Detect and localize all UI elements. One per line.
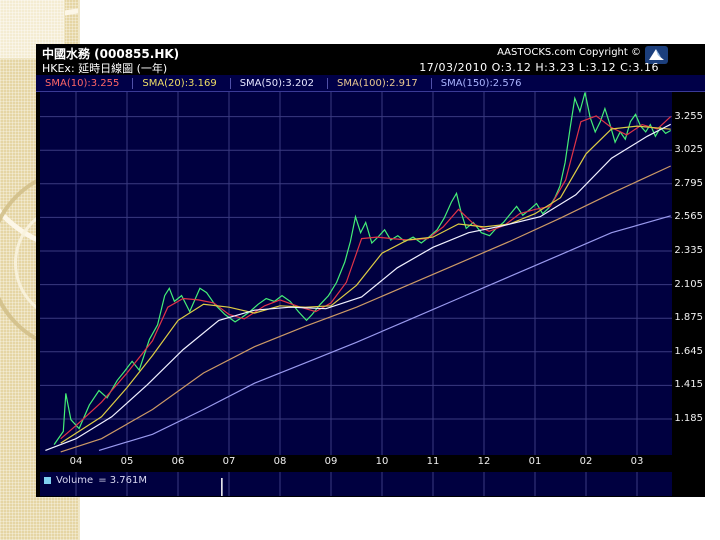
decorative-corner-square <box>0 0 65 59</box>
x-axis-label: 12 <box>477 456 491 467</box>
legend-item-sma50: SMA(50):3.202 <box>229 77 327 89</box>
x-axis-label: 08 <box>273 456 287 467</box>
legend-item-sma20: SMA(20):3.169 <box>132 77 229 89</box>
x-axis-label: 07 <box>222 456 236 467</box>
legend-item-sma150: SMA(150):2.576 <box>430 77 535 89</box>
y-axis-label: 1.185 <box>674 413 703 424</box>
chart-subtitle: HKEx: 延時日線圖 (一年) <box>42 62 168 75</box>
legend-item-sma100: SMA(100):2.917 <box>327 77 431 89</box>
y-axis-label: 1.415 <box>674 379 703 391</box>
volume-label: Volume <box>56 475 94 486</box>
y-axis-label: 2.795 <box>674 177 703 189</box>
x-axis-label: 02 <box>579 456 593 467</box>
legend-item-sma10: SMA(10):3.255 <box>45 77 120 89</box>
stock-chart[interactable]: 中國水務 (000855.HK) HKEx: 延時日線圖 (一年) AASTOC… <box>36 44 705 497</box>
y-axis-label: 2.105 <box>674 278 703 290</box>
y-axis-label: 3.025 <box>674 144 703 156</box>
y-axis-label: 2.335 <box>674 245 703 256</box>
copyright-text: AASTOCKS.com Copyright © <box>497 47 641 58</box>
x-axis-label: 10 <box>375 456 389 467</box>
ohlc-dateline: 17/03/2010 O:3.12 H:3.23 L:3.12 C:3.16 <box>419 61 659 74</box>
x-axis-label: 01 <box>528 456 542 467</box>
x-axis-label: 03 <box>630 456 644 467</box>
y-axis-label: 1.875 <box>674 312 703 324</box>
aastocks-logo-icon <box>645 46 668 64</box>
y-axis-label: 3.255 <box>674 110 703 122</box>
volume-legend: Volume = 3.761M <box>44 475 147 486</box>
chart-title: 中國水務 (000855.HK) <box>42 47 180 61</box>
volume-value: = 3.761M <box>98 475 148 486</box>
price-plot <box>40 92 672 496</box>
volume-swatch-icon <box>44 477 51 484</box>
sma-legend-bar: SMA(10):3.255 SMA(20):3.169 SMA(50):3.20… <box>36 75 705 92</box>
x-axis-label: 05 <box>120 456 134 467</box>
x-axis-label: 04 <box>69 456 83 467</box>
x-axis-label: 11 <box>426 456 440 467</box>
x-axis-label: 06 <box>171 456 185 467</box>
x-axis-label: 09 <box>324 456 338 467</box>
y-axis-label: 1.645 <box>674 345 703 357</box>
y-axis-label: 2.565 <box>674 211 703 223</box>
